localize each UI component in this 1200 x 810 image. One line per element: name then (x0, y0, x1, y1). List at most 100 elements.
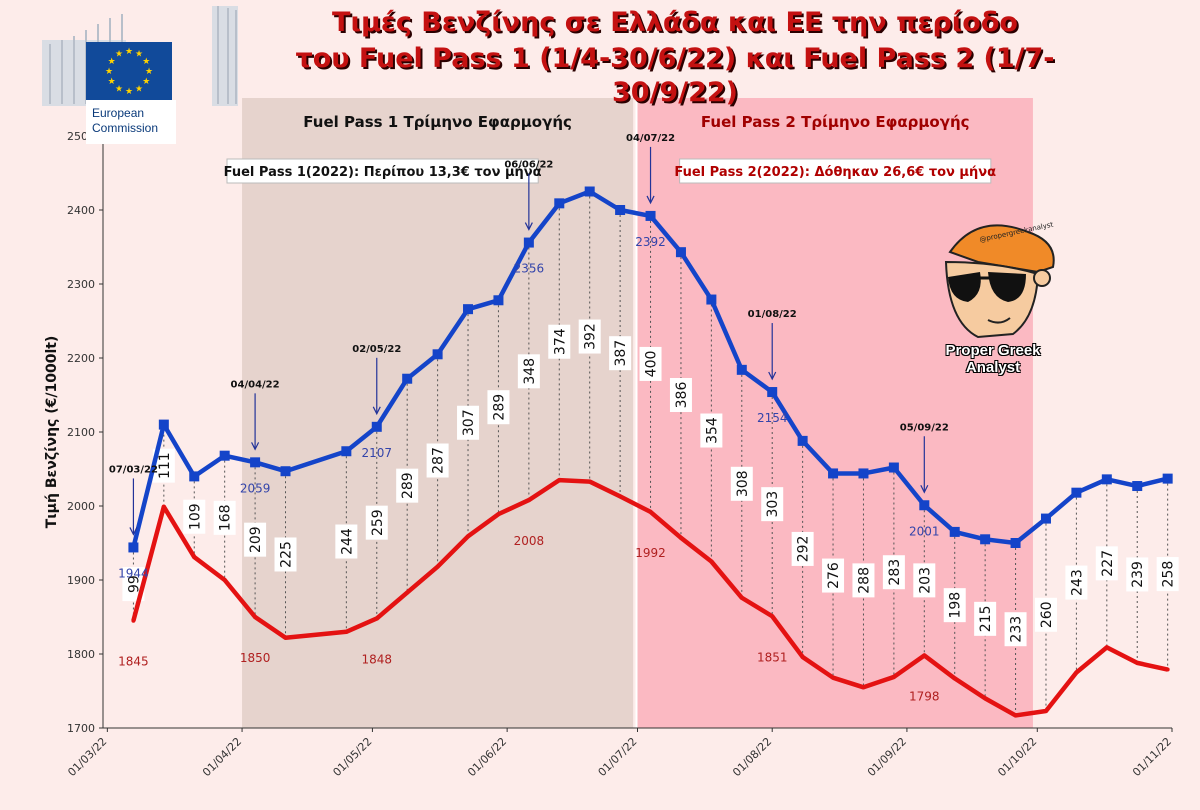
series-eu-point (374, 616, 379, 621)
date-annotation: 05/09/22 (900, 422, 949, 433)
eu-logo-text-line2: Commission (92, 121, 159, 135)
diff-label: 354 (700, 413, 723, 448)
diff-label-box (822, 558, 845, 593)
series-greece-marker (554, 198, 565, 209)
diff-label: 203 (913, 563, 936, 598)
diff-label-text: 198 (948, 592, 964, 619)
eu-star: ★ (125, 47, 133, 57)
series-greece-marker (219, 450, 230, 461)
greece-value-label: 1944 (118, 566, 149, 580)
chart-title-line2: του Fuel Pass 1 (1/4-30/6/22) και Fuel P… (295, 43, 1055, 108)
diff-label-text: 233 (1009, 616, 1025, 643)
eu-star: ★ (115, 50, 123, 60)
diff-label-box (426, 443, 449, 478)
eu-logo-text-line1: European (92, 106, 145, 120)
period-title-1: Fuel Pass 1 Τρίμηνο Εφαρμογής (303, 113, 572, 131)
eu-star: ★ (135, 84, 143, 94)
eu-value-label: 1845 (118, 655, 149, 669)
series-greece-marker (523, 237, 534, 248)
diff-label: 260 (1034, 597, 1057, 632)
diff-label-box (1156, 557, 1179, 592)
diff-label-text: 99 (126, 575, 142, 593)
series-greece-marker (615, 205, 626, 215)
x-tick-label: 01/11/22 (1130, 735, 1174, 779)
diff-label-box (639, 346, 662, 381)
series-greece-marker (280, 466, 291, 477)
diff-label: 239 (1126, 557, 1149, 592)
diff-label-text: 287 (431, 447, 447, 474)
series-eu-point (1165, 667, 1170, 672)
x-tick-label: 01/09/22 (865, 735, 909, 779)
series-eu-point (192, 555, 197, 560)
author-avatar-icon: @propergreekanalyst (918, 212, 1068, 362)
eu-value-label: 2008 (514, 534, 545, 548)
diff-label: 303 (761, 487, 784, 522)
series-eu-point (222, 578, 227, 582)
period-note-text: Fuel Pass 1(2022): Περίπου 13,3€ τον μήν… (224, 165, 542, 180)
diff-label-text: 109 (187, 503, 203, 530)
y-tick-label: 1700 (67, 722, 95, 735)
date-annotation-arrowhead (524, 222, 533, 231)
diff-label-box (852, 563, 875, 598)
eu-star: ★ (125, 87, 133, 97)
diff-label: 307 (457, 405, 480, 440)
diff-label: 198 (943, 588, 966, 623)
diff-label: 109 (183, 499, 206, 534)
diff-label: 374 (548, 324, 571, 359)
diff-label: 288 (852, 563, 875, 598)
eu-star: ★ (105, 67, 113, 77)
diff-label-box (548, 324, 571, 359)
series-greece-marker (341, 446, 352, 457)
series-greece-marker (402, 373, 413, 384)
series-greece-marker (828, 468, 839, 479)
series-eu-point (253, 615, 258, 619)
eu-value-label: 1992 (635, 546, 666, 560)
greece-value-label: 2356 (514, 262, 545, 276)
series-greece-marker (158, 419, 169, 430)
period-note-text: Fuel Pass 2(2022): Δόθηκαν 26,6€ τον μήν… (674, 165, 996, 180)
diff-label-text: 203 (917, 567, 933, 594)
diff-label-box (913, 563, 936, 598)
diff-label-box (213, 500, 236, 535)
date-annotation-arrowhead (768, 371, 777, 381)
greece-value-label: 2392 (635, 235, 666, 249)
diff-label-box (1095, 546, 1118, 581)
series-eu-point (709, 559, 714, 564)
diff-label-text: 239 (1130, 561, 1146, 588)
diff-label-box (761, 487, 784, 522)
diff-label-text: 111 (157, 452, 173, 479)
diff-label-text: 227 (1100, 550, 1116, 577)
series-eu-point (131, 618, 136, 623)
series-greece-marker (675, 247, 686, 258)
date-annotation: 06/06/22 (504, 160, 553, 171)
diff-label-text: 289 (491, 394, 507, 421)
series-greece-marker (1071, 487, 1082, 498)
diff-label-text: 387 (613, 340, 629, 367)
eu-flag-icon: ★ ★ ★ ★ ★ ★ ★ ★ ★ ★ ★ ★ (86, 42, 172, 100)
x-tick-label: 01/07/22 (595, 735, 639, 779)
eu-logo (40, 0, 240, 150)
series-eu-point (1013, 713, 1018, 718)
diff-label-box (487, 390, 510, 425)
series-greece-marker (128, 542, 139, 553)
diff-label: 209 (244, 522, 267, 557)
series-eu-point (466, 534, 471, 539)
period-title-2: Fuel Pass 2 Τρίμηνο Εφαρμογής (701, 113, 970, 131)
eu-star: ★ (108, 77, 116, 87)
series-eu-point (648, 509, 653, 514)
date-annotation-arrowhead (372, 406, 381, 416)
diff-label-box (365, 505, 388, 540)
diff-label: 258 (1156, 557, 1179, 592)
diff-label: 233 (1004, 612, 1027, 647)
series-eu-line (131, 477, 1169, 718)
series-greece-marker (980, 534, 991, 545)
series-eu-point (283, 635, 288, 640)
diff-label-box (943, 588, 966, 623)
date-annotation-arrowhead (129, 527, 138, 536)
diff-label-box (974, 601, 997, 636)
diff-label-text: 386 (674, 382, 690, 409)
diff-label: 308 (730, 466, 753, 501)
series-eu-point (526, 498, 531, 503)
diff-label-text: 258 (1161, 561, 1177, 588)
eu-value-label: 1848 (361, 652, 392, 666)
